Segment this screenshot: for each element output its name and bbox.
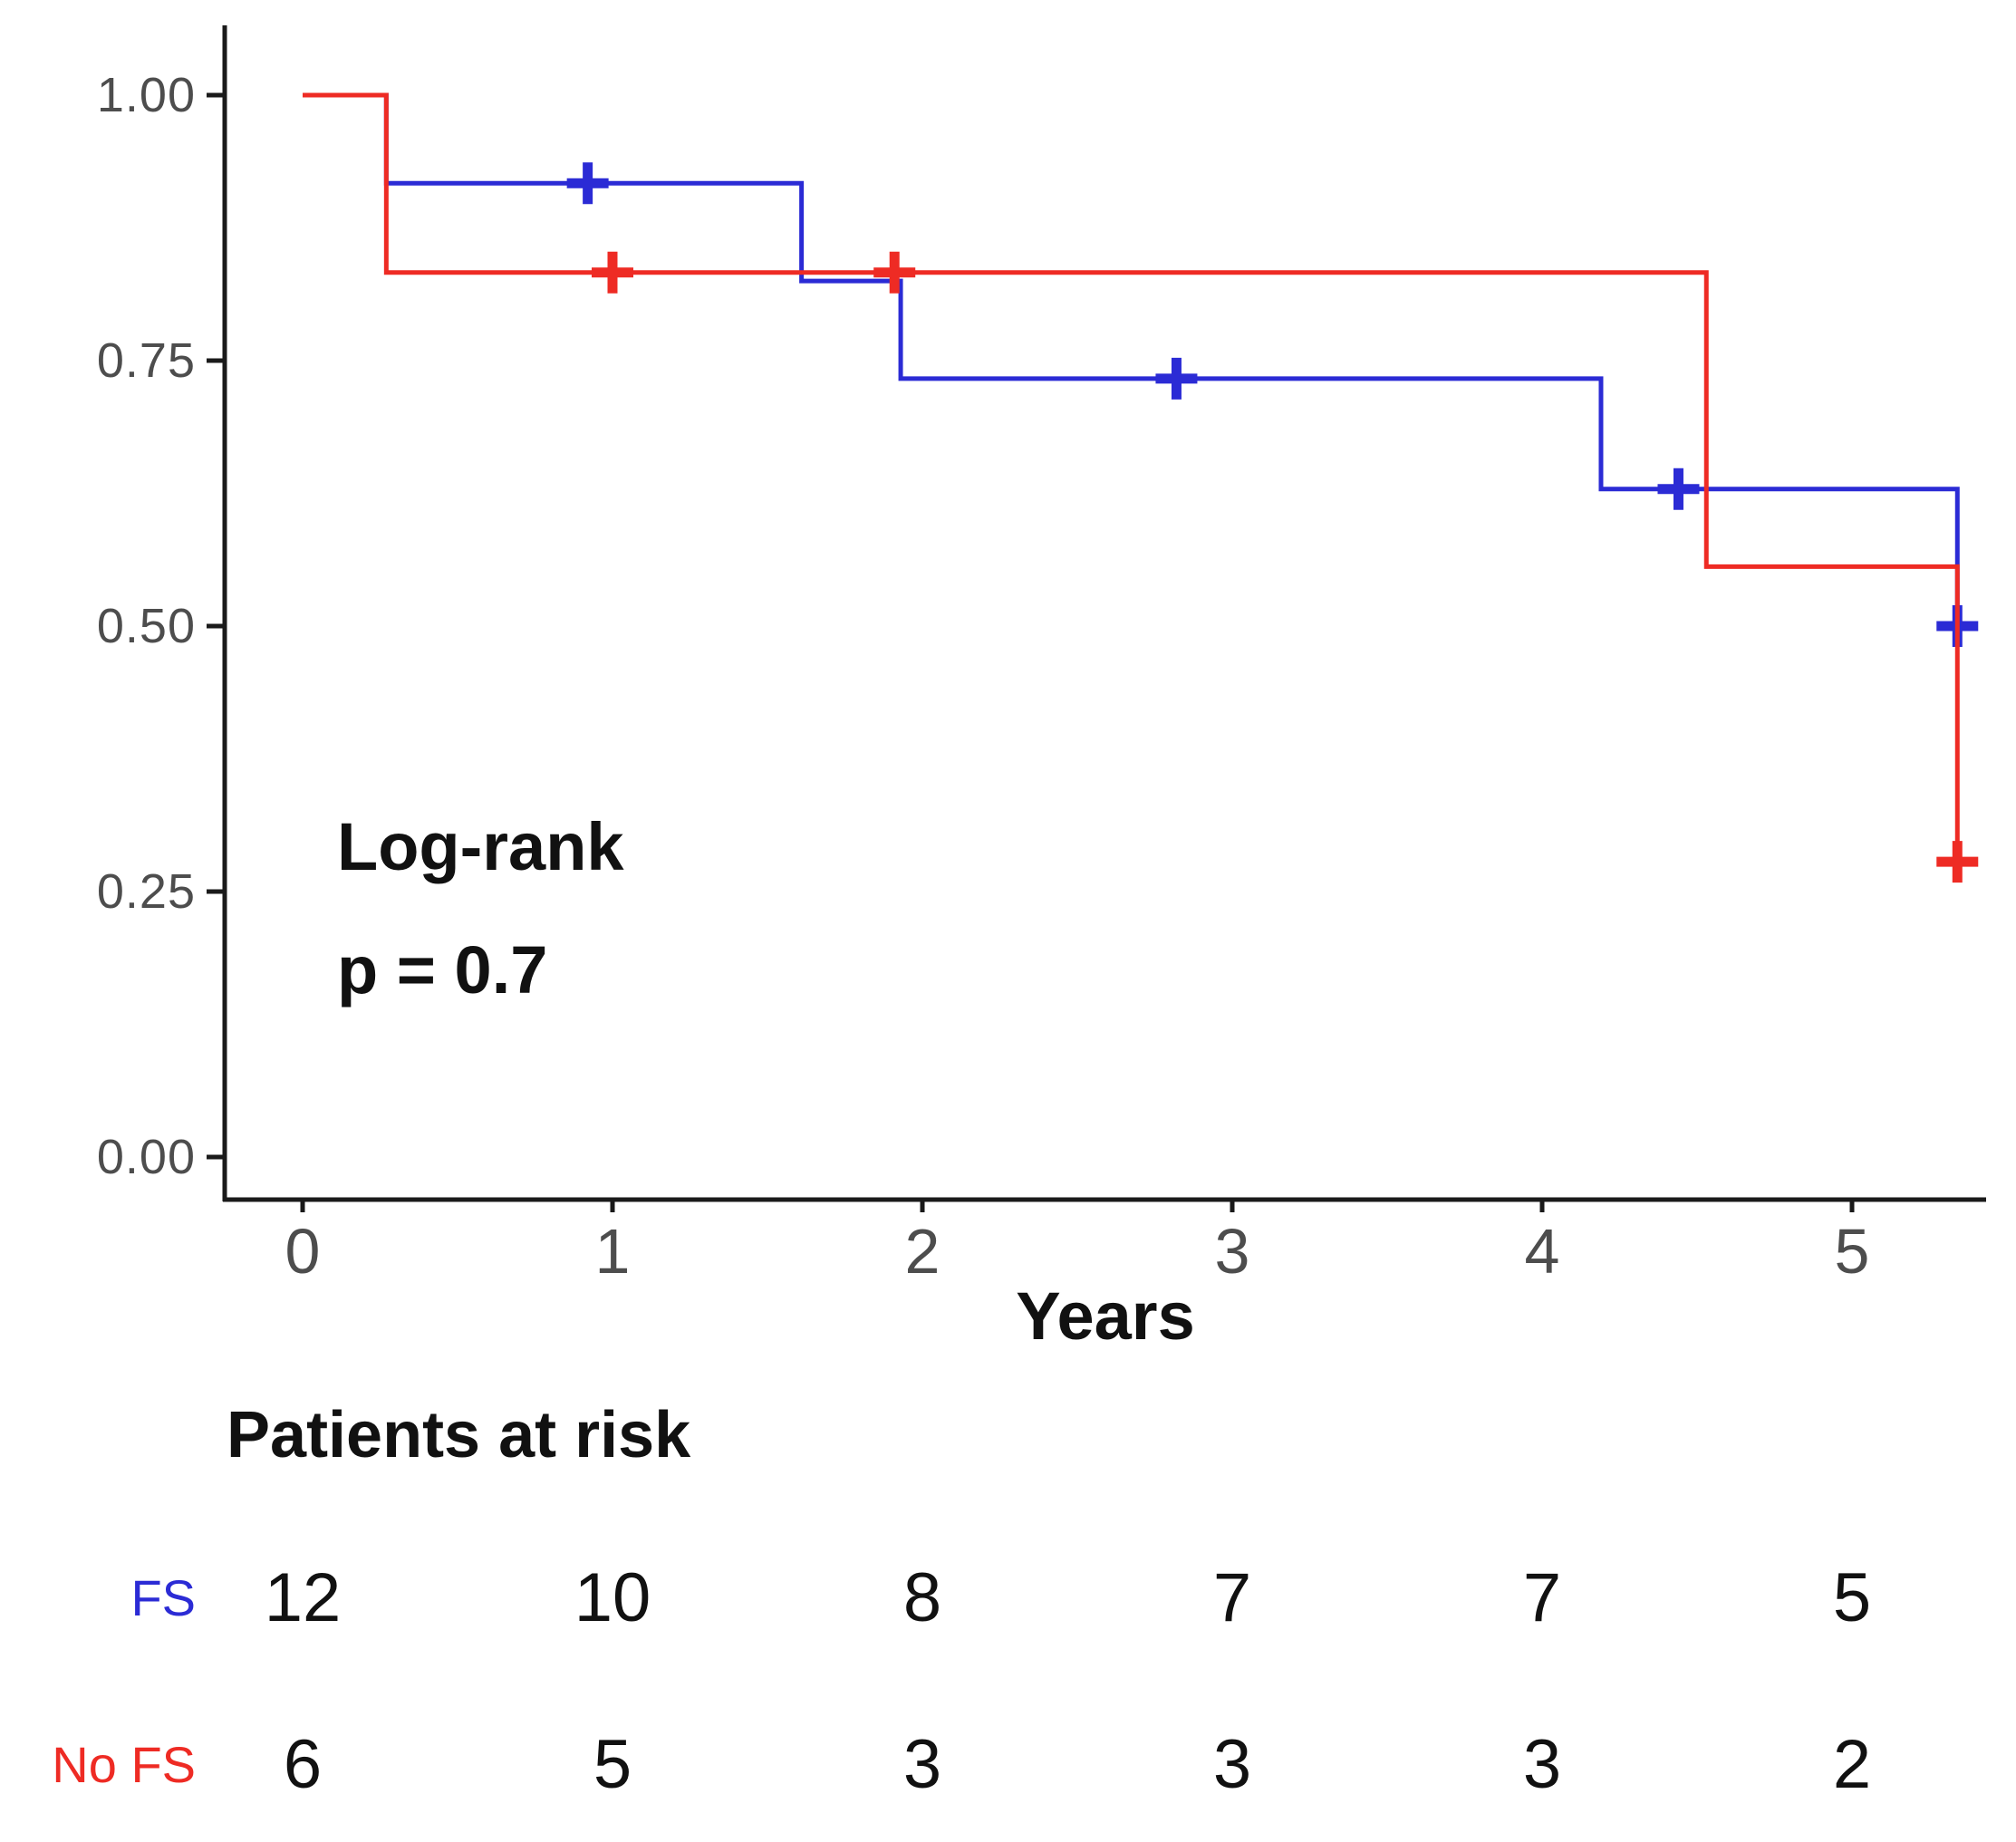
risk-count: 6 [283,1726,323,1803]
km-curve-no-fs [303,92,1960,863]
y-tick-label: 0.25 [96,864,196,919]
y-tick-label: 0.50 [96,599,196,653]
x-tick-label: 5 [1834,1216,1870,1287]
risk-row-label-no-fs: No FS [52,1736,196,1793]
y-tick-label: 0.00 [96,1130,196,1184]
risk-count: 3 [1522,1726,1562,1803]
censor-mark-no-fs [1936,841,1979,883]
x-tick-label: 4 [1524,1216,1560,1287]
risk-count: 8 [902,1559,942,1636]
risk-count: 7 [1522,1559,1562,1636]
risk-row-label-fs: FS [130,1569,196,1626]
censor-mark-no-fs [592,251,633,294]
risk-count: 3 [902,1726,942,1803]
censor-mark-fs [566,162,609,205]
x-tick-label: 2 [904,1216,940,1287]
risk-count: 12 [264,1559,342,1636]
censor-mark-fs [1657,468,1700,510]
km-curve-fs [303,92,1960,626]
x-tick-label: 0 [285,1216,321,1287]
pvalue-annotation: p = 0.7 [337,932,548,1008]
risk-count: 10 [574,1559,651,1636]
risk-count: 7 [1212,1559,1252,1636]
censor-mark-fs [1155,357,1198,400]
x-tick-label: 1 [594,1216,631,1287]
x-tick-label: 3 [1214,1216,1250,1287]
risk-count: 5 [1832,1559,1872,1636]
y-tick-label: 0.75 [96,333,196,388]
x-axis-title: Years [1016,1278,1195,1354]
risk-count: 2 [1832,1726,1872,1803]
logrank-annotation: Log-rank [337,809,624,884]
censor-mark-no-fs [873,251,916,294]
risk-table-title: Patients at risk [227,1399,691,1471]
risk-count: 3 [1212,1726,1252,1803]
y-tick-label: 1.00 [96,68,196,122]
risk-count: 5 [593,1726,632,1803]
